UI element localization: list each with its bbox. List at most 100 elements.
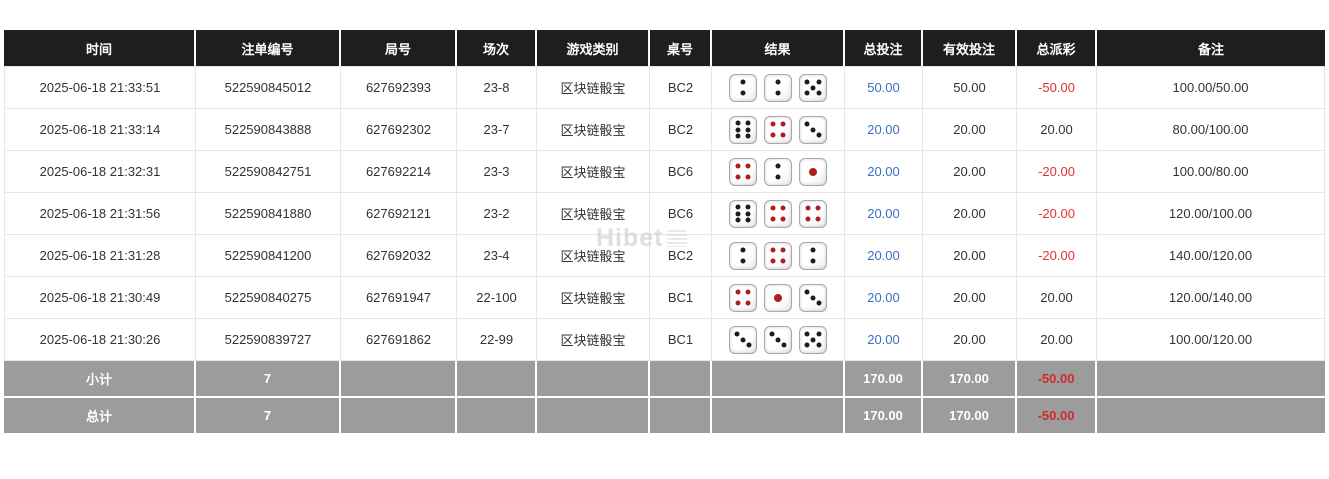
summary-empty-dice bbox=[712, 361, 845, 398]
cell-game: 区块链骰宝 bbox=[537, 277, 650, 319]
die-pip bbox=[735, 163, 741, 169]
cell-total-bet: 20.00 bbox=[845, 319, 923, 361]
cell-table-no: BC1 bbox=[650, 277, 712, 319]
die-pip bbox=[740, 79, 746, 85]
cell-remark: 120.00/140.00 bbox=[1097, 277, 1325, 319]
die-pip bbox=[745, 300, 751, 306]
die-pip bbox=[810, 247, 816, 253]
die-pip bbox=[745, 211, 751, 216]
summary-valid-bet: 170.00 bbox=[923, 398, 1017, 435]
cell-time: 2025-06-18 21:30:26 bbox=[4, 319, 196, 361]
die-pip bbox=[804, 79, 810, 85]
cell-valid-bet: 20.00 bbox=[923, 277, 1017, 319]
cell-session: 23-2 bbox=[457, 193, 537, 235]
die-pip bbox=[781, 342, 787, 348]
summary-count: 7 bbox=[196, 361, 341, 398]
die-pip bbox=[775, 163, 781, 169]
cell-bet-id: 522590845012 bbox=[196, 67, 341, 109]
die-face-4 bbox=[764, 115, 792, 144]
dice-result bbox=[716, 241, 840, 270]
column-header-session: 场次 bbox=[457, 30, 537, 67]
summary-total-bet: 170.00 bbox=[845, 361, 923, 398]
die-pip bbox=[745, 120, 751, 126]
summary-label: 小计 bbox=[4, 361, 196, 398]
die-face-2 bbox=[799, 241, 827, 270]
summary-remark bbox=[1097, 398, 1325, 435]
die-pip bbox=[735, 289, 741, 295]
die-pip bbox=[816, 300, 822, 306]
cell-table-no: BC6 bbox=[650, 151, 712, 193]
die-pip bbox=[805, 205, 811, 211]
cell-round: 627692302 bbox=[341, 109, 457, 151]
column-header-game: 游戏类别 bbox=[537, 30, 650, 67]
summary-remark bbox=[1097, 361, 1325, 398]
cell-bet-id: 522590839727 bbox=[196, 319, 341, 361]
cell-payout: 20.00 bbox=[1017, 277, 1097, 319]
die-pip bbox=[769, 331, 775, 337]
cell-valid-bet: 20.00 bbox=[923, 193, 1017, 235]
cell-session: 23-4 bbox=[457, 235, 537, 277]
dice-result bbox=[716, 283, 840, 312]
die-face-4 bbox=[764, 199, 792, 228]
dice-result bbox=[716, 73, 840, 102]
die-pip bbox=[816, 90, 822, 96]
cell-game: 区块链骰宝 bbox=[537, 67, 650, 109]
cell-bet-id: 522590841880 bbox=[196, 193, 341, 235]
cell-dice-result bbox=[712, 109, 845, 151]
die-pip bbox=[745, 217, 751, 223]
die-pip bbox=[775, 174, 781, 180]
cell-game: 区块链骰宝 bbox=[537, 235, 650, 277]
die-pip bbox=[810, 295, 816, 300]
cell-round: 627692393 bbox=[341, 67, 457, 109]
cell-session: 23-8 bbox=[457, 67, 537, 109]
summary-total-bet: 170.00 bbox=[845, 398, 923, 435]
cell-time: 2025-06-18 21:33:51 bbox=[4, 67, 196, 109]
cell-table-no: BC2 bbox=[650, 67, 712, 109]
die-pip bbox=[735, 174, 741, 180]
summary-empty-dice bbox=[712, 398, 845, 435]
die-pip bbox=[735, 217, 741, 223]
table-row: 2025-06-18 21:30:26 522590839727 627691862… bbox=[4, 319, 1325, 361]
die-pip bbox=[816, 342, 822, 348]
cell-payout: -20.00 bbox=[1017, 193, 1097, 235]
die-pip bbox=[770, 247, 776, 253]
die-pip bbox=[740, 337, 746, 342]
table-row: 2025-06-18 21:30:49 522590840275 627691947… bbox=[4, 277, 1325, 319]
die-face-5 bbox=[799, 325, 827, 354]
cell-total-bet: 20.00 bbox=[845, 235, 923, 277]
cell-game: 区块链骰宝 bbox=[537, 193, 650, 235]
die-pip bbox=[740, 90, 746, 96]
die-face-4 bbox=[799, 199, 827, 228]
die-pip bbox=[735, 300, 741, 306]
cell-total-bet: 20.00 bbox=[845, 109, 923, 151]
die-pip bbox=[810, 337, 816, 342]
cell-time: 2025-06-18 21:31:28 bbox=[4, 235, 196, 277]
die-pip bbox=[816, 132, 822, 138]
summary-empty-table-no bbox=[650, 361, 712, 398]
cell-session: 23-7 bbox=[457, 109, 537, 151]
die-pip bbox=[815, 216, 821, 222]
die-pip bbox=[816, 79, 822, 85]
die-pip bbox=[745, 133, 751, 139]
die-pip bbox=[746, 342, 752, 348]
cell-payout: 20.00 bbox=[1017, 109, 1097, 151]
die-pip bbox=[745, 174, 751, 180]
cell-total-bet: 20.00 bbox=[845, 193, 923, 235]
die-face-3 bbox=[799, 115, 827, 144]
die-face-3 bbox=[799, 283, 827, 312]
cell-round: 627692121 bbox=[341, 193, 457, 235]
summary-label: 总计 bbox=[4, 398, 196, 435]
cell-table-no: BC6 bbox=[650, 193, 712, 235]
die-pip bbox=[740, 258, 746, 264]
column-header-total_bet: 总投注 bbox=[845, 30, 923, 67]
cell-payout: 20.00 bbox=[1017, 319, 1097, 361]
die-pip bbox=[770, 216, 776, 222]
summary-row: 总计 7 170.00 170.00 -50.00 bbox=[4, 398, 1325, 435]
table-row: 2025-06-18 21:31:28 522590841200 627692032… bbox=[4, 235, 1325, 277]
die-face-2 bbox=[729, 73, 757, 102]
die-pip bbox=[804, 90, 810, 96]
die-pip bbox=[775, 79, 781, 85]
column-header-valid_bet: 有效投注 bbox=[923, 30, 1017, 67]
die-pip bbox=[745, 289, 751, 295]
